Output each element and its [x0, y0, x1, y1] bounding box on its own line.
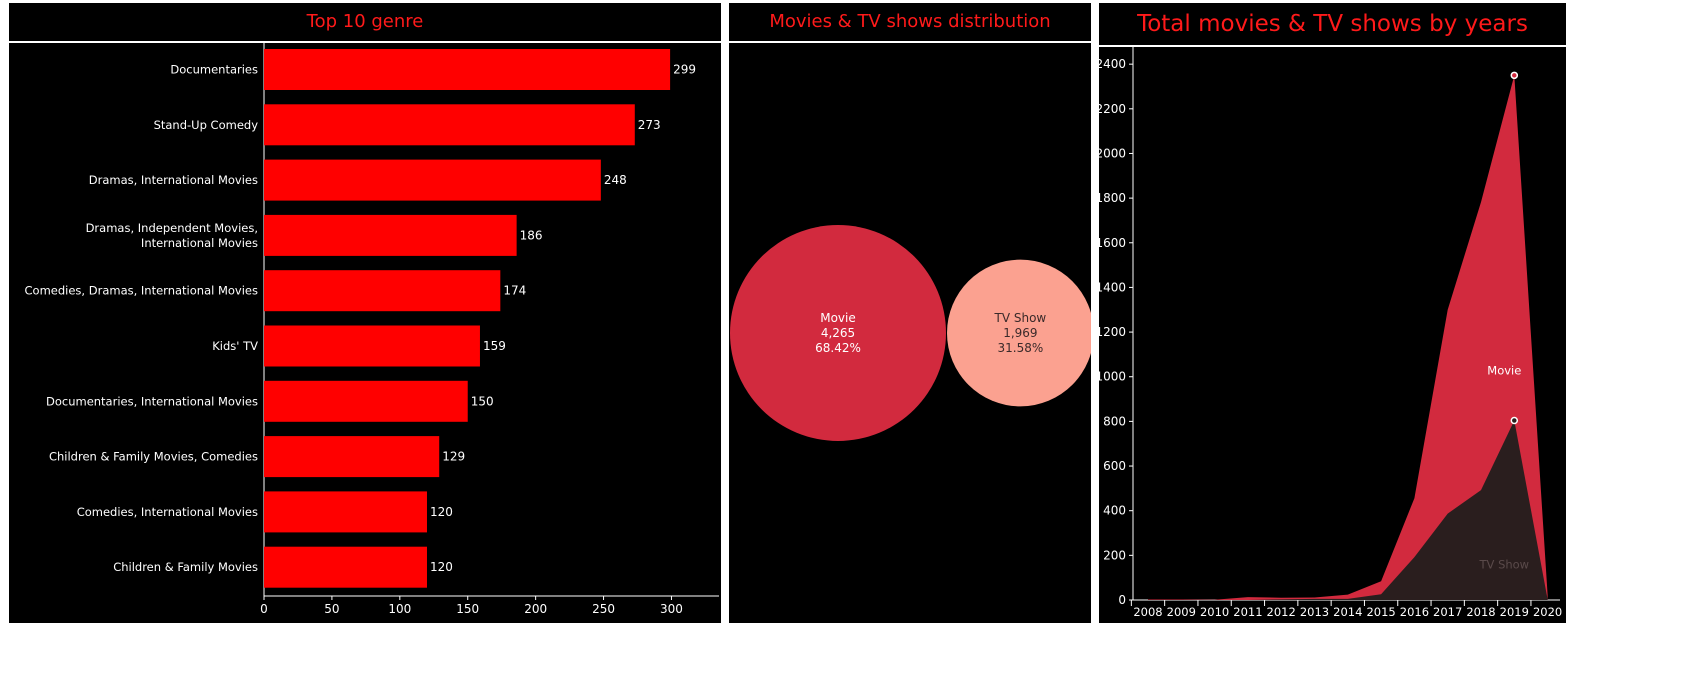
genre-x-tick-label: 300: [660, 602, 683, 616]
genre-category-label: Comedies, International Movies: [77, 505, 258, 519]
genre-bar-value-label: 299: [673, 63, 696, 77]
genre-bar: [264, 491, 427, 533]
genre-x-tick-label: 250: [592, 602, 615, 616]
years-movie-area: [1148, 75, 1548, 600]
distribution-chart-panel: Movie 4,265 68.42% TV Show 1,969 31.58%: [729, 43, 1094, 623]
years-series-label-tvshow: TV Show: [1479, 558, 1530, 572]
distribution-bubble-percent: 31.58%: [997, 341, 1043, 355]
genre-bar-value-label: 248: [604, 173, 627, 187]
years-x-tick-label: 2013: [1300, 605, 1329, 619]
genre-category-label: Children & Family Movies: [113, 560, 258, 574]
genre-bar-value-label: 120: [430, 560, 453, 574]
genre-panel-title: Top 10 genre: [9, 3, 721, 41]
genre-bar-value-label: 129: [442, 450, 465, 464]
years-series-label-movie: Movie: [1487, 364, 1521, 378]
years-x-tick-label: 2019: [1500, 605, 1529, 619]
years-y-tick-label: 1200: [1099, 325, 1126, 339]
genre-bar: [264, 214, 517, 256]
genre-bar: [264, 49, 671, 90]
genre-bar-value-label: 174: [503, 284, 526, 298]
distribution-bubble-value: 4,265: [821, 326, 855, 340]
genre-bar-value-label: 273: [638, 118, 661, 132]
years-movie-peak-marker[interactable]: [1510, 71, 1519, 80]
genre-bar-value-label: 120: [430, 505, 453, 519]
genre-bar-value-label: 186: [520, 228, 543, 242]
years-x-tick-label: 2010: [1200, 605, 1229, 619]
genre-category-label: Kids' TV: [212, 339, 258, 353]
years-y-tick-label: 2200: [1099, 102, 1126, 116]
genre-category-label: Documentaries, International Movies: [46, 394, 258, 408]
genre-bar: [264, 546, 427, 588]
genre-bar: [264, 436, 440, 478]
genre-category-label: Dramas, International Movies: [89, 173, 258, 187]
genre-category-label: Dramas, Independent Movies, International…: [86, 221, 258, 250]
genre-x-tick-label: 200: [524, 602, 547, 616]
genre-x-tick-label: 150: [456, 602, 479, 616]
years-y-tick-label: 1400: [1099, 280, 1126, 294]
years-x-tick-label: 2020: [1533, 605, 1562, 619]
genre-bar-chart: 299 Documentaries 273 Stand-Up Comedy 248 Dra…: [25, 43, 719, 616]
genre-category-label: Children & Family Movies, Comedies: [49, 450, 258, 464]
years-y-tick-label: 2400: [1099, 57, 1126, 71]
years-y-tick-label: 0: [1118, 593, 1126, 607]
genre-bar: [264, 270, 501, 312]
years-chart-panel: Movie TV Show 0 200 400 600 800 1000 1200 1400 160…: [1095, 47, 1566, 623]
years-x-tick-label: 2008: [1133, 605, 1162, 619]
distribution-bubble-percent: 68.42%: [815, 341, 861, 355]
genre-category-label: Comedies, Dramas, International Movies: [25, 284, 258, 298]
distribution-bubble-label: TV Show: [994, 311, 1047, 325]
genre-category-label: Documentaries: [170, 63, 258, 77]
years-tvshow-area: [1148, 420, 1548, 600]
years-y-tick-label: 200: [1103, 548, 1126, 562]
years-y-tick-label: 1000: [1099, 370, 1126, 384]
genre-chart-panel: 299 Documentaries 273 Stand-Up Comedy 248 Dra…: [9, 43, 721, 623]
genre-x-tick-label: 0: [260, 602, 268, 616]
genre-category-label: Stand-Up Comedy: [154, 118, 259, 132]
years-y-tick-label: 2000: [1099, 146, 1126, 160]
genre-bar: [264, 380, 468, 422]
years-y-tick-label: 400: [1103, 504, 1126, 518]
distribution-bubble: [947, 259, 1094, 407]
genre-bar-value-label: 159: [483, 339, 506, 353]
genre-bar: [264, 325, 480, 367]
years-x-tick-label: 2016: [1400, 605, 1429, 619]
years-y-tick-label: 800: [1103, 414, 1126, 428]
genre-bar: [264, 159, 601, 201]
years-x-tick-label: 2018: [1466, 605, 1495, 619]
years-x-tick-label: 2014: [1333, 605, 1362, 619]
years-tvshow-peak-marker[interactable]: [1510, 416, 1519, 425]
years-y-tick-label: 600: [1103, 459, 1126, 473]
distribution-panel-title: Movies & TV shows distribution: [729, 3, 1091, 41]
years-panel-title: Total movies & TV shows by years: [1099, 3, 1566, 45]
distribution-bubble: [730, 225, 946, 441]
genre-bar: [264, 104, 635, 146]
genre-bar-value-label: 150: [471, 394, 494, 408]
years-y-tick-label: 1800: [1099, 191, 1126, 205]
genre-x-tick-label: 100: [388, 602, 411, 616]
years-x-tick-label: 2017: [1433, 605, 1462, 619]
genre-x-tick-label: 50: [324, 602, 339, 616]
distribution-bubble-value: 1,969: [1003, 326, 1037, 340]
years-area-chart: Movie TV Show 0 200 400 600 800 1000 1200 1400 160…: [1095, 47, 1562, 619]
years-x-tick-label: 2009: [1167, 605, 1196, 619]
years-x-tick-label: 2011: [1233, 605, 1262, 619]
years-y-tick-label: 1600: [1099, 236, 1126, 250]
years-x-tick-label: 2015: [1366, 605, 1395, 619]
distribution-bubble-label: Movie: [820, 311, 856, 325]
years-x-tick-label: 2012: [1267, 605, 1296, 619]
